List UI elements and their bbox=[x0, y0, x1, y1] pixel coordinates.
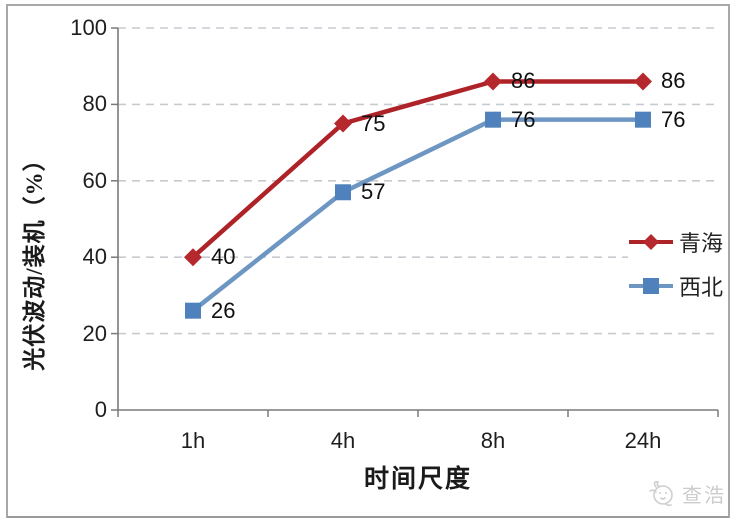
square-marker-icon bbox=[643, 278, 659, 294]
x-axis-title: 时间尺度 bbox=[363, 466, 472, 493]
series-line-1 bbox=[190, 117, 646, 313]
x-tick-label: 8h bbox=[480, 428, 506, 453]
watermark: 查浩 bbox=[646, 477, 726, 509]
data-point-label: 76 bbox=[661, 106, 686, 132]
data-point-label: 57 bbox=[361, 179, 386, 205]
y-tick-label: 40 bbox=[82, 244, 107, 270]
x-tick-label: 1h bbox=[180, 428, 206, 453]
data-point-marker bbox=[185, 302, 201, 319]
data-point-marker bbox=[634, 72, 652, 91]
y-tick-label: 20 bbox=[82, 320, 107, 346]
legend: 青海 西北 bbox=[628, 220, 728, 308]
data-point-marker bbox=[184, 248, 202, 267]
data-point-marker bbox=[335, 184, 351, 201]
data-point-label: 75 bbox=[361, 110, 386, 136]
data-point-marker bbox=[485, 111, 501, 128]
data-point-marker bbox=[334, 114, 352, 133]
chart-frame bbox=[6, 4, 730, 518]
y-tick-label: 60 bbox=[82, 167, 107, 193]
watermark-label: 查浩 bbox=[682, 484, 726, 507]
data-point-label: 76 bbox=[511, 106, 536, 132]
xibei-series-swatch bbox=[629, 278, 673, 294]
data-point-marker bbox=[635, 111, 651, 128]
y-tick-label: 0 bbox=[94, 397, 107, 422]
data-point-marker bbox=[484, 72, 502, 91]
diamond-marker-icon bbox=[643, 234, 659, 250]
legend-item-xibei: 西北 bbox=[628, 270, 728, 302]
y-axis-title: 光伏波动/装机（%） bbox=[22, 147, 47, 371]
legend-label: 西北 bbox=[679, 275, 724, 300]
legend-label: 青海 bbox=[679, 231, 724, 256]
legend-item-qinghai: 青海 bbox=[628, 226, 728, 258]
data-point-label: 40 bbox=[211, 244, 236, 270]
bird-face-icon bbox=[649, 481, 673, 507]
y-tick-label: 80 bbox=[82, 91, 107, 117]
series-line-0 bbox=[190, 79, 646, 260]
x-tick-label: 24h bbox=[624, 428, 662, 453]
x-tick-label: 4h bbox=[330, 428, 356, 453]
y-tick-label: 100 bbox=[70, 15, 107, 40]
data-point-label: 26 bbox=[211, 297, 236, 323]
data-point-label: 86 bbox=[661, 68, 686, 94]
data-point-label: 86 bbox=[511, 68, 536, 94]
qinghai-series-swatch bbox=[629, 234, 673, 250]
